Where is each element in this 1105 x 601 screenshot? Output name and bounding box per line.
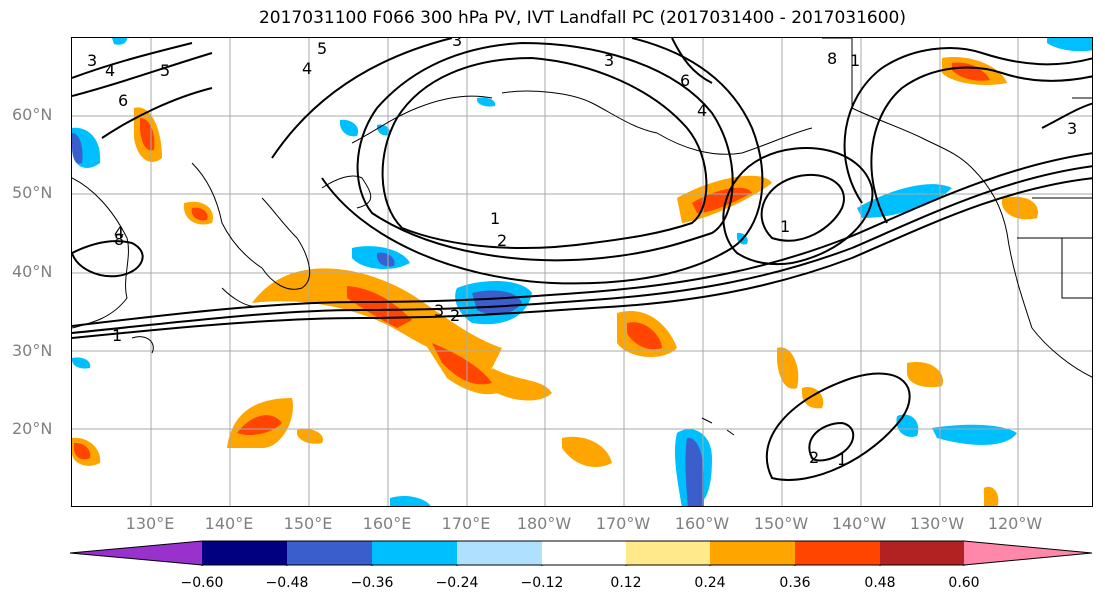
lon-label: 130°E [125,514,175,533]
colorbar-tick-label: −0.12 [520,575,564,591]
lat-label: 30°N [12,341,53,360]
contour-label: 1 [850,51,860,70]
lon-label: 160°E [362,514,412,533]
colorbar-tick-label: −0.48 [265,575,309,591]
contour-label: 1 [780,217,790,236]
contour-label: 1 [112,326,122,345]
lon-label: 170°E [441,514,491,533]
lon-label: 120°W [987,514,1043,533]
graticule [72,38,1092,506]
colorbar-segment [372,541,457,565]
lon-label: 160°W [674,514,730,533]
colorbar-tick-label: −0.24 [435,575,479,591]
contour-label: 4 [302,59,312,78]
lon-label: 140°W [831,514,887,533]
contour-label: 2 [809,448,819,467]
lat-label: 40°N [12,262,53,281]
contour-label: 8 [114,230,124,249]
colorbar-tick-label: −0.60 [180,575,224,591]
pv-shading-negative [72,38,1092,506]
colorbar-tick-label: 0.60 [948,575,980,591]
colorbar-segment [542,541,626,565]
contour-label: 1 [490,209,500,228]
map-canvas: 3 4 5 6 4 5 3 3 6 4 8 1 1 2 1 3 2 1 2 1 … [72,38,1092,506]
contour-label: 1 [837,450,847,469]
lon-label: 150°W [753,514,809,533]
contour-label: 4 [105,61,115,80]
coastlines [72,38,1092,436]
colorbar-tick-label: 0.48 [864,575,896,591]
contour-label: 2 [497,231,507,250]
colorbar-segment [287,541,372,565]
lat-label: 50°N [12,183,53,202]
contour-label: 6 [118,91,128,110]
colorbar-tick-label: 0.12 [610,575,642,591]
contour-label: 4 [114,223,124,242]
lon-label: 170°W [595,514,651,533]
colorbar-ticks [201,565,965,566]
contour-label: 4 [697,101,707,120]
colorbar-segment [457,541,542,565]
colorbar-segment [70,541,202,565]
contour-label: 3 [434,301,444,320]
contour-label: 3 [452,38,462,50]
colorbar-segment [626,541,710,565]
contour-label: 3 [87,51,97,70]
contour-label: 6 [680,71,690,90]
colorbar-tick-label: 0.24 [694,575,726,591]
colorbar-segment [964,541,1092,565]
lon-label: 140°E [204,514,254,533]
lon-label: 150°E [283,514,333,533]
lon-label: 130°W [909,514,965,533]
contour-label: 5 [317,39,327,58]
lat-label: 20°N [12,419,53,438]
pv-contours [72,38,1092,481]
pv-shading-positive [72,57,1038,506]
contour-label: 2 [450,306,460,325]
contour-labels: 3 4 5 6 4 5 3 3 6 4 8 1 1 2 1 3 2 1 2 1 … [87,38,1077,469]
colorbar-segment [202,541,287,565]
contour-label: 3 [604,51,614,70]
colorbar [70,540,1093,566]
colorbar-segment [795,541,880,565]
map-panel: 3 4 5 6 4 5 3 3 6 4 8 1 1 2 1 3 2 1 2 1 … [71,37,1093,507]
contour-label: 5 [160,61,170,80]
map-title: 2017031100 F066 300 hPa PV, IVT Landfall… [258,8,906,28]
lat-label: 60°N [12,105,53,124]
contour-label: 3 [1067,119,1077,138]
colorbar-segment [880,541,964,565]
colorbar-tick-label: 0.36 [779,575,811,591]
contour-label: 8 [827,49,837,68]
colorbar-tick-label: −0.36 [350,575,394,591]
lon-label: 180°W [516,514,572,533]
colorbar-segment [710,541,795,565]
